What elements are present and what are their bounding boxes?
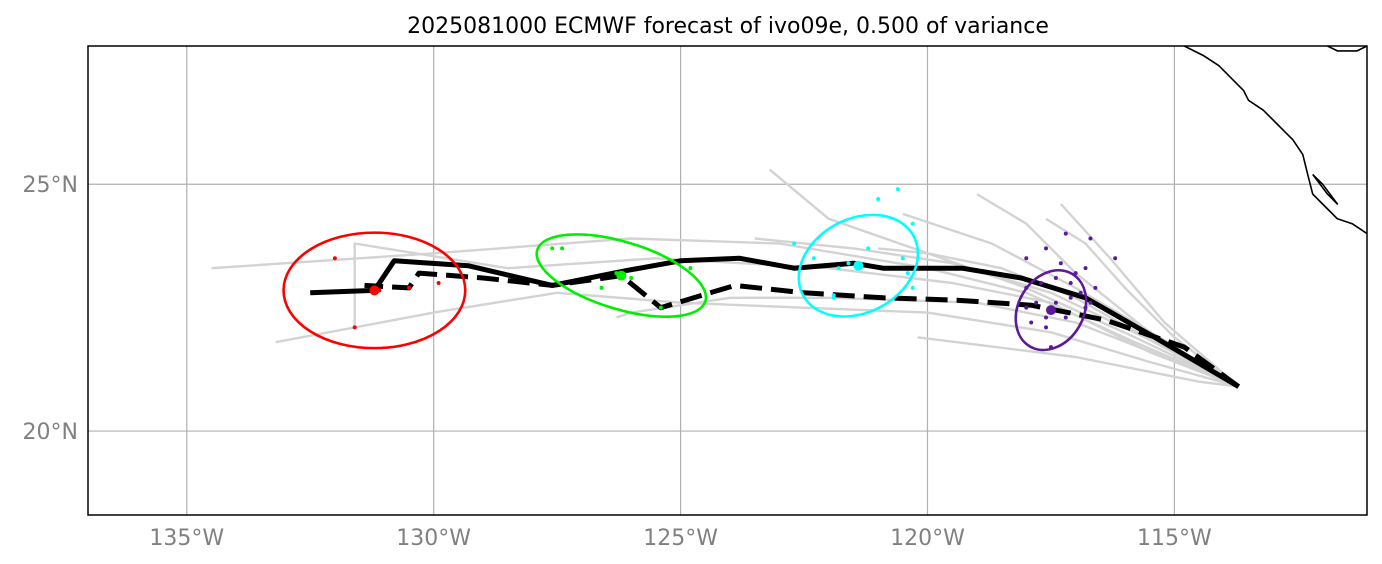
mean-track-solid [310, 255, 1240, 389]
endpoint-dot [811, 256, 816, 261]
endpoint-dot [910, 221, 915, 226]
y-tick-label: 20°N [23, 420, 78, 445]
endpoint-dot [1053, 300, 1058, 305]
endpoint-dot [792, 241, 797, 246]
gridlines [88, 46, 1367, 515]
endpoint-dot [550, 246, 555, 251]
endpoint-dot [1088, 236, 1093, 241]
ensemble-track [1059, 203, 1240, 388]
endpoint-dot [1093, 285, 1098, 290]
endpoint-dot [1078, 290, 1083, 295]
cluster-mean-dot [369, 285, 380, 296]
cluster-cyan [792, 187, 920, 318]
coastline [1183, 46, 1367, 235]
x-tick-label: 135°W [149, 526, 224, 551]
endpoint-dot [895, 187, 900, 192]
variance-ellipse [797, 213, 920, 318]
endpoint-clusters [282, 187, 1118, 352]
mean-tracks [310, 255, 1241, 389]
endpoint-dot [866, 246, 871, 251]
endpoint-dot [1044, 246, 1049, 251]
endpoint-dot [688, 266, 693, 271]
coastline-segment [1327, 46, 1367, 52]
cluster-purple [1014, 231, 1118, 352]
endpoint-dot [900, 256, 905, 261]
plot-area [88, 46, 1367, 515]
endpoint-dot [406, 285, 411, 290]
endpoint-dot [1044, 315, 1049, 320]
endpoint-dot [1068, 280, 1073, 285]
cluster-mean-dot [616, 270, 627, 281]
endpoint-dot [1048, 345, 1053, 350]
endpoint-dot [1039, 280, 1044, 285]
endpoint-dot [1044, 325, 1049, 330]
endpoint-dot [1024, 305, 1029, 310]
cluster-red [282, 231, 467, 350]
endpoint-dot [1083, 266, 1088, 271]
mean-track-dashed [364, 270, 1241, 389]
endpoint-dot [1088, 300, 1093, 305]
ensemble-track [917, 336, 1239, 388]
endpoint-dot [332, 256, 337, 261]
ensemble-track [1045, 217, 1240, 388]
endpoint-dot [1063, 231, 1068, 236]
endpoint-dot [436, 280, 441, 285]
endpoint-dot [846, 261, 851, 266]
x-tick-label: 130°W [396, 526, 471, 551]
endpoint-dot [905, 271, 910, 276]
x-tick-label: 120°W [890, 526, 965, 551]
cluster-mean-dot [1045, 305, 1056, 316]
endpoint-dot [1029, 320, 1034, 325]
variance-ellipse [1014, 268, 1088, 352]
endpoint-dot [1024, 256, 1029, 261]
x-tick-label: 125°W [643, 526, 718, 551]
ensemble-track [211, 237, 1240, 388]
endpoint-dot [1073, 271, 1078, 276]
chart-title: 2025081000 ECMWF forecast of ivo09e, 0.5… [407, 14, 1049, 39]
x-tick-labels: 135°W 130°W 125°W 120°W 115°W [149, 526, 1212, 551]
endpoint-dot [1034, 300, 1039, 305]
endpoint-dot [658, 305, 663, 310]
ensemble-track [754, 237, 1240, 388]
endpoint-dot [560, 246, 565, 251]
endpoint-dot [599, 285, 604, 290]
endpoint-dot [1063, 315, 1068, 320]
endpoint-dot [629, 276, 634, 281]
ensemble-tracks [211, 168, 1240, 388]
endpoint-dot [910, 285, 915, 290]
y-tick-label: 25°N [23, 173, 78, 198]
endpoint-dot [1068, 295, 1073, 300]
endpoint-dot [831, 293, 836, 298]
plot-frame [87, 45, 1368, 516]
x-tick-label: 115°W [1137, 526, 1212, 551]
endpoint-dot [1053, 276, 1058, 281]
endpoint-dot [1024, 285, 1029, 290]
endpoint-dot [836, 266, 841, 271]
endpoint-dot [876, 197, 881, 202]
endpoint-dot [1058, 261, 1063, 266]
endpoint-dot [352, 325, 357, 330]
coastline-segment [1183, 46, 1367, 235]
variance-ellipse [535, 233, 708, 318]
ensemble-track [275, 291, 1239, 388]
cluster-green [535, 233, 708, 318]
coastline-segment [1312, 173, 1339, 205]
endpoint-dot [1083, 305, 1088, 310]
cluster-mean-dot [853, 260, 864, 271]
endpoint-dot [1113, 256, 1118, 261]
y-tick-labels: 25°N 20°N [23, 173, 78, 445]
variance-ellipse [282, 231, 467, 350]
ensemble-track [353, 242, 1240, 388]
